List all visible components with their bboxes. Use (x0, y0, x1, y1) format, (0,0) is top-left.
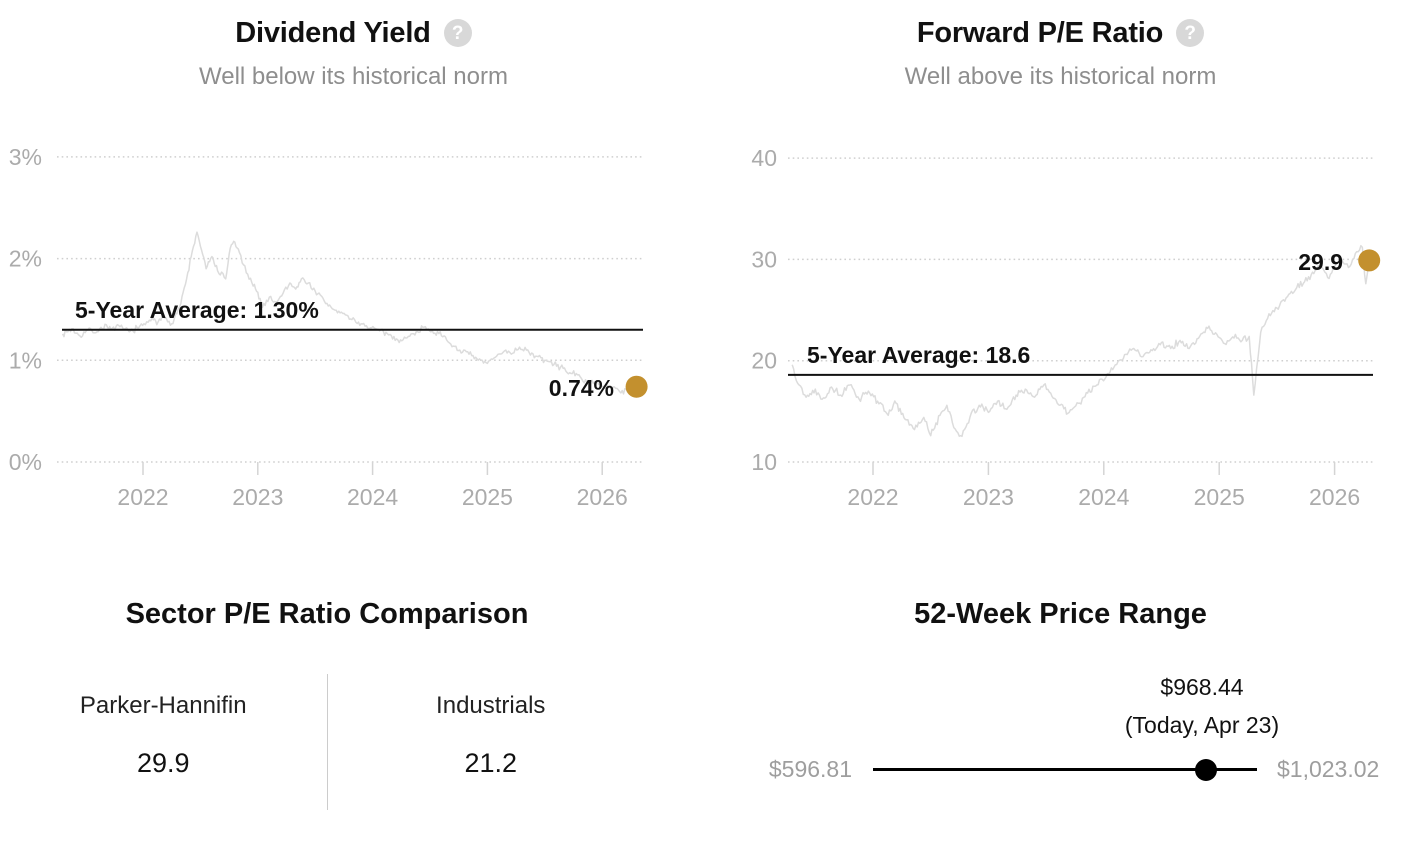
y-axis-label: 0% (9, 449, 42, 475)
company-name: Parker-Hannifin (79, 692, 247, 719)
forward-pe-section: Forward P/E Ratio ? Well above its histo… (707, 0, 1414, 530)
question-mark-icon[interactable]: ? (1176, 19, 1205, 47)
company-pe-value: 29.9 (136, 748, 190, 778)
current-price-note: (Today, Apr 23) (1124, 712, 1280, 738)
current-value-label: 29.9 (1298, 249, 1343, 275)
sector-name: Industrials (436, 692, 546, 719)
x-axis-label: 2023 (232, 484, 283, 510)
forward-pe-chart: 10 20 30 40 2022 2023 2024 2025 2026 5-Year Avera… (751, 145, 1381, 510)
dividend-yield-section: Dividend Yield ? Well below its historic… (0, 0, 707, 530)
x-axis-label: 2024 (347, 484, 398, 510)
dividend-yield-title: Dividend Yield (235, 16, 431, 49)
question-mark-glyph: ? (1184, 22, 1196, 44)
x-axis-label: 2025 (1194, 484, 1245, 510)
sector-comparison-title: Sector P/E Ratio Comparison (125, 598, 529, 630)
y-axis-label: 10 (751, 449, 777, 475)
y-axis-label: 30 (751, 246, 777, 272)
x-axis-label: 2024 (1078, 484, 1129, 510)
vertical-divider (326, 674, 328, 810)
question-mark-glyph: ? (451, 22, 464, 44)
x-axis-label: 2023 (963, 484, 1014, 510)
series-line (61, 231, 638, 395)
current-price-marker (1195, 759, 1217, 781)
comparison-cell-sector: Industrials 21.2 (328, 674, 655, 810)
y-axis-label: 20 (751, 348, 777, 374)
average-label: 5-Year Average: 1.30% (75, 297, 319, 323)
forward-pe-header: Forward P/E Ratio ? (707, 0, 1414, 50)
dividend-yield-subtitle: Well below its historical norm (199, 63, 508, 90)
price-range-section: 52-Week Price Range $968.44 (Today, Apr … (707, 580, 1414, 842)
forward-pe-title: Forward P/E Ratio (916, 16, 1164, 49)
sector-pe-value: 21.2 (464, 748, 518, 778)
comparison-cell-company: Parker-Hannifin 29.9 (0, 674, 327, 810)
current-value-label: 0.74% (549, 375, 614, 401)
forward-pe-subtitle: Well above its historical norm (904, 63, 1217, 90)
dividend-yield-header: Dividend Yield ? (0, 0, 707, 50)
range-low-label: $596.81 (768, 756, 852, 782)
price-range-title: 52-Week Price Range (914, 598, 1207, 630)
x-axis-label: 2026 (1309, 484, 1360, 510)
current-value-dot (1358, 249, 1381, 272)
y-axis-label: 1% (9, 347, 42, 373)
x-axis-label: 2025 (462, 484, 513, 510)
series-line (791, 244, 1370, 438)
range-high-label: $1,023.02 (1277, 756, 1380, 782)
y-axis-label: 40 (751, 145, 777, 171)
dividend-yield-chart: 0% 1% 2% 3% 2022 2023 2024 2025 2026 5-Year Avera… (9, 144, 648, 510)
comparison-table: Parker-Hannifin 29.9 Industrials 21.2 (0, 674, 654, 810)
x-axis-label: 2022 (847, 484, 898, 510)
y-axis-label: 2% (9, 246, 42, 272)
range-track (873, 768, 1257, 771)
average-label: 5-Year Average: 18.6 (807, 342, 1030, 368)
y-axis-label: 3% (9, 144, 42, 170)
current-value-dot (625, 375, 648, 398)
sector-pe-comparison-section: Sector P/E Ratio Comparison Parker-Hanni… (0, 580, 707, 842)
current-price-label: $968.44 (1160, 674, 1244, 700)
x-axis-label: 2026 (577, 484, 628, 510)
question-mark-icon[interactable]: ? (443, 19, 472, 47)
x-axis-label: 2022 (117, 484, 168, 510)
